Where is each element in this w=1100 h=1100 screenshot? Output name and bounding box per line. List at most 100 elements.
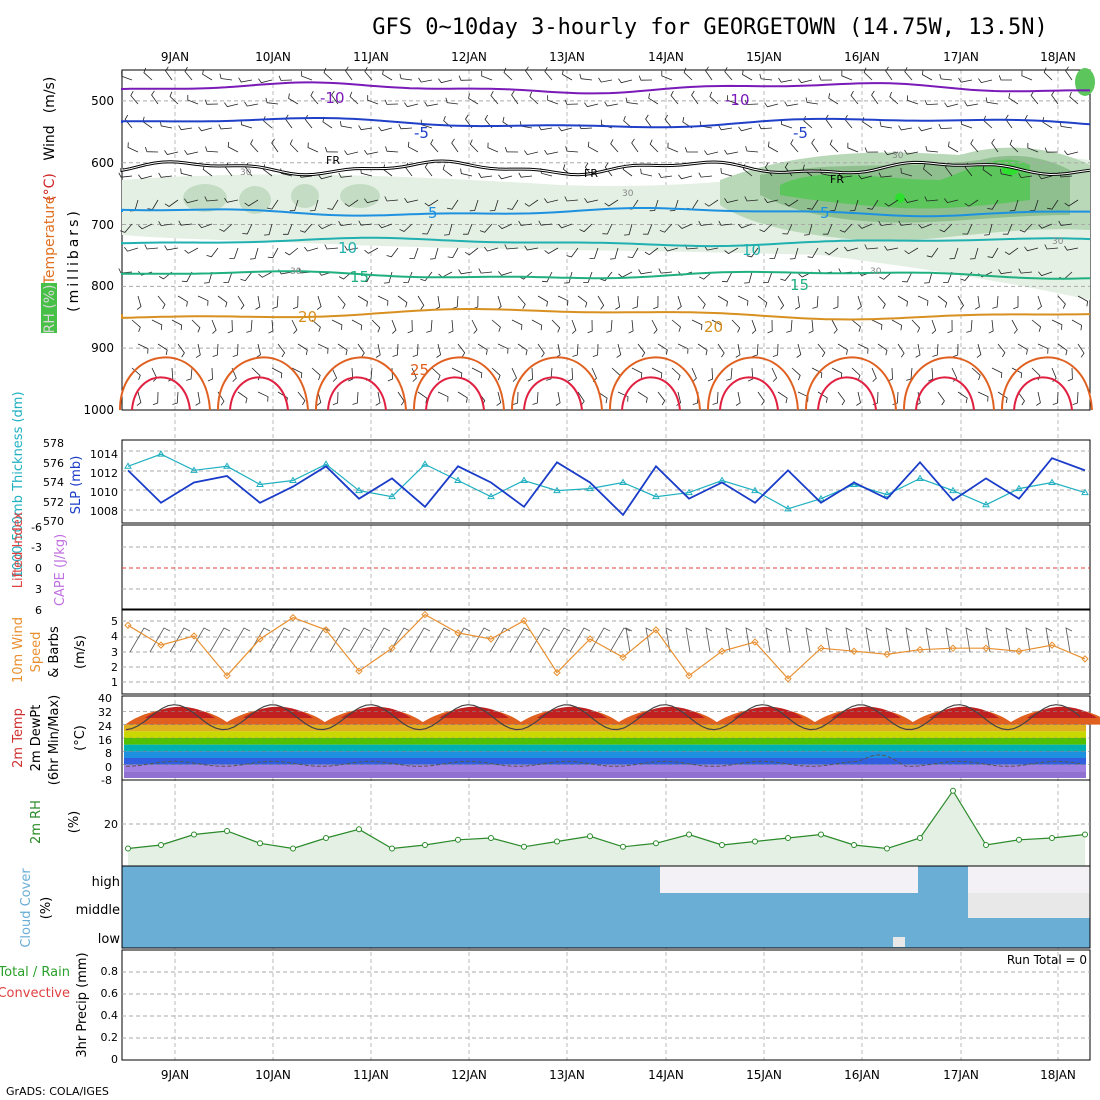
wind-barb-579: [186, 367, 193, 381]
wind-barb-460: [697, 295, 706, 309]
wind-barb-341: [229, 247, 239, 259]
wind-barb-258: [489, 199, 499, 212]
wind10m-grid: [122, 620, 1090, 683]
wind-barb-36: [841, 70, 853, 81]
wind-barb-211: [498, 174, 513, 180]
wind-barb-21: [544, 67, 553, 81]
wind-barb-127: [738, 126, 753, 132]
wind-barb-22: [562, 69, 573, 81]
wind-barb-42: [958, 77, 973, 83]
stability-frame: [121, 524, 1091, 610]
wind-barb-129: [781, 119, 793, 129]
wind-barb-122: [645, 114, 653, 129]
wind-barb-81: [784, 101, 799, 107]
wind-barb-633: [316, 391, 322, 406]
rh2m-marker-12: [521, 843, 527, 850]
wind-barb-90: [964, 101, 979, 107]
wind-barb-25: [618, 78, 633, 84]
wind-barb-63: [424, 101, 439, 107]
wind-barb-266: [649, 199, 659, 212]
wind-barb-545: [477, 343, 488, 355]
wind10m-barb-23: [589, 627, 611, 653]
cloud-level-low: low: [98, 932, 121, 947]
contour-label-fr-b: FR: [584, 167, 598, 180]
upper-air-left-labels: (m/s) Wind (°C) Temperature RH (%): [41, 77, 58, 333]
rh-contour-labels: 30 30 30 30 30 30: [240, 151, 1064, 277]
wind-barb-465: [794, 295, 800, 310]
wind-barb-512: [767, 319, 773, 334]
wind-barb-347: [344, 245, 359, 251]
contour-minus10: [121, 81, 1090, 95]
wind10m-marker-27: [1015, 647, 1023, 655]
precip-axis: 0.8 0.6 0.4 0.2 0: [101, 965, 119, 1066]
wind-barb-502: [571, 319, 577, 334]
wind-barb-446: [417, 295, 425, 310]
wind10m-barb-22: [569, 627, 591, 653]
wind-barb-492: [371, 319, 381, 333]
wind-barb-83: [828, 93, 839, 105]
wind-barb-526: [1051, 319, 1063, 330]
wind-barb-102: [240, 119, 253, 129]
rh2m-marker-3: [224, 828, 230, 834]
wind10m-marker-21: [817, 644, 825, 652]
wind-barb-212: [518, 172, 533, 178]
wind-barb-329: [939, 223, 953, 233]
precip-tick-0.6: 0.6: [101, 987, 119, 1000]
wind-barb-17: [458, 75, 473, 81]
wind-barb-357: [544, 247, 559, 254]
wind-barb-336: [124, 247, 139, 252]
wind10m-barb-7: [269, 627, 291, 653]
wind-barb-496: [448, 319, 454, 334]
wind-barb-594: [491, 367, 501, 381]
wind10m-marker-1: [157, 641, 165, 649]
wind-barb-608: [771, 367, 778, 382]
wind-barb-535: [277, 343, 286, 358]
wind-barb-405: [541, 271, 553, 283]
wind-barb-208: [442, 164, 453, 177]
upper-air-wind-barbs: [118, 66, 1089, 406]
wind-barb-590: [411, 367, 417, 382]
wind-barb-16: [438, 78, 453, 84]
wind-barb-353: [464, 247, 479, 256]
wind-barb-566: [897, 343, 905, 358]
wind-barb-331: [984, 223, 993, 236]
wind-barb-378: [969, 247, 979, 260]
wind10m-marker-8: [388, 644, 396, 652]
thickness-marker-24: [916, 474, 924, 481]
wind-tick-5: 5: [111, 615, 118, 628]
wind-barb-219: [658, 172, 673, 178]
wind-barb-156: [364, 149, 379, 155]
rh2m-panel: 20 2m RH (%): [29, 779, 1091, 867]
wind-barb-634: [332, 391, 339, 406]
wind10m-barb-47: [1065, 627, 1073, 653]
wind-barb-320: [759, 223, 773, 233]
wind-barb-467: [833, 295, 839, 310]
wind-barb-181: [864, 147, 879, 153]
contour-label-20-b: 20: [704, 318, 723, 336]
wind-barb-403: [498, 271, 513, 276]
wind-barb-575: [1077, 343, 1085, 358]
thickness-marker-10: [454, 476, 462, 483]
wind-barb-52: [204, 99, 219, 105]
wind10m-barb-43: [985, 627, 993, 653]
wind10m-marker-26: [982, 644, 990, 652]
wind-barb-437: [237, 295, 245, 310]
wind-barb-376: [926, 247, 939, 258]
contour-label-15-a: 15: [350, 268, 369, 286]
precip-convective-label: Convective: [0, 986, 70, 1001]
temp-tick-24: 24: [98, 720, 112, 733]
wind-barb-401: [458, 269, 473, 275]
contour-30-loop-5: [621, 376, 681, 411]
temp-label: Temperature: [42, 196, 58, 286]
wind-barb-75: [670, 90, 679, 105]
wind10m-barb-5: [229, 627, 251, 653]
wind-barb-348: [364, 247, 379, 254]
wind-barb-333: [1019, 223, 1033, 233]
contour-25-loop-0: [119, 356, 211, 411]
li-axis-label: Lifted Index: [11, 511, 26, 588]
wind-barb-569: [952, 343, 959, 358]
wind-barb-413: [699, 271, 713, 280]
cloud-high-fill-a: [122, 866, 740, 893]
wind-barb-476: [1013, 296, 1019, 310]
rh-label-30-a: 30: [240, 168, 252, 178]
